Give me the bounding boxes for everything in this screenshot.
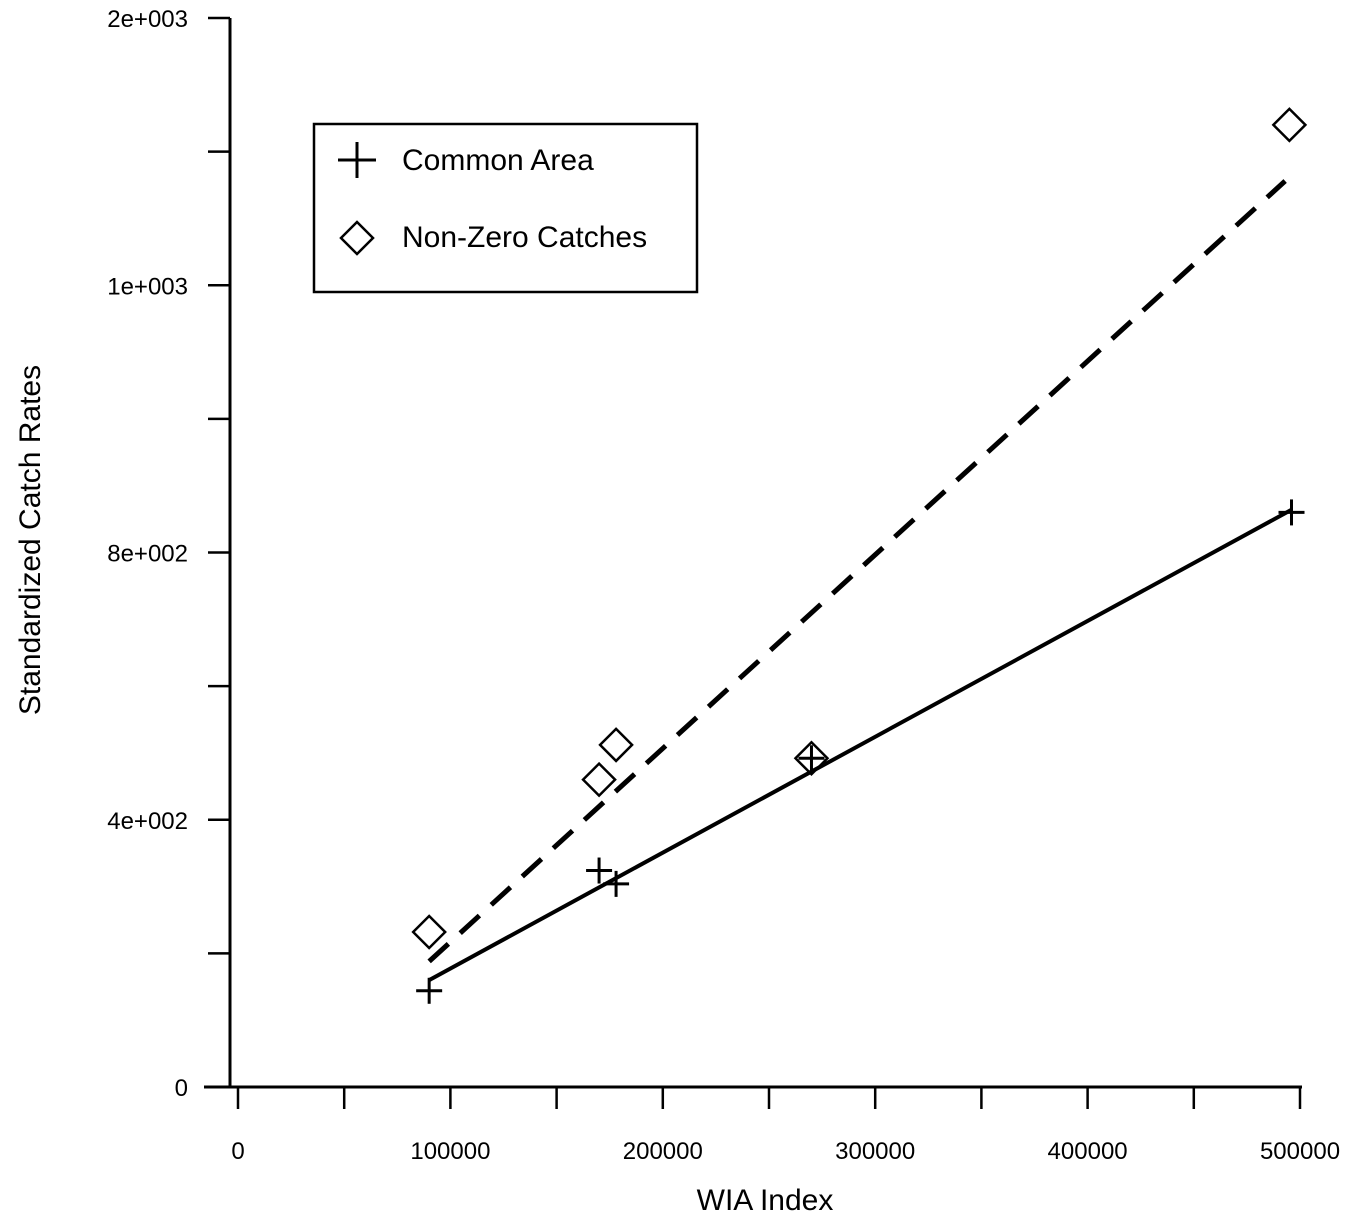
x-tick-label: 200000	[623, 1138, 703, 1165]
x-axis-title: WIA Index	[697, 1184, 834, 1217]
ticks	[208, 16, 1302, 1109]
y-tick-label: 4e+002	[107, 808, 188, 835]
y-tick-label: 8e+002	[107, 541, 188, 568]
y-tick-label: 1e+003	[107, 273, 188, 300]
legend-plus-icon	[338, 142, 376, 178]
y-tick-label: 2e+003	[107, 6, 188, 33]
fit-lines	[427, 179, 1293, 982]
data-point-non-zero-catches	[793, 740, 830, 777]
legend-label-non-zero-catches: Non-Zero Catches	[402, 221, 647, 254]
data-point-common-area	[798, 745, 825, 772]
data-point-common-area	[603, 870, 630, 897]
legend-label-common-area: Common Area	[402, 144, 594, 177]
data-point-non-zero-catches	[411, 914, 447, 950]
data-point-common-area	[416, 977, 443, 1004]
data-point-non-zero-catches	[598, 727, 634, 763]
data-point-common-area	[1278, 499, 1305, 526]
y-axis-title: Standardized Catch Rates	[14, 365, 47, 715]
x-tick-label: 100000	[410, 1138, 490, 1165]
x-tick-label: 300000	[835, 1138, 915, 1165]
fit-line-non-zero-catches	[427, 179, 1287, 964]
fit-line-common-area	[428, 507, 1293, 982]
x-tick-label: 400000	[1048, 1138, 1128, 1165]
legend-box	[312, 122, 699, 294]
data-points	[411, 107, 1308, 1004]
tick-labels: 0 100000 200000 300000 400000 500000 0 4e+002 8e…	[107, 6, 1340, 1165]
x-tick-label: 0	[231, 1138, 244, 1165]
data-point-common-area	[586, 857, 613, 884]
data-point-non-zero-catches	[581, 761, 617, 798]
x-tick-label: 500000	[1260, 1138, 1340, 1165]
legend: Common Area Non-Zero Catches	[312, 122, 699, 294]
y-tick-label: 0	[175, 1075, 188, 1102]
data-point-non-zero-catches	[1271, 107, 1308, 143]
legend-diamond-icon	[339, 220, 375, 256]
